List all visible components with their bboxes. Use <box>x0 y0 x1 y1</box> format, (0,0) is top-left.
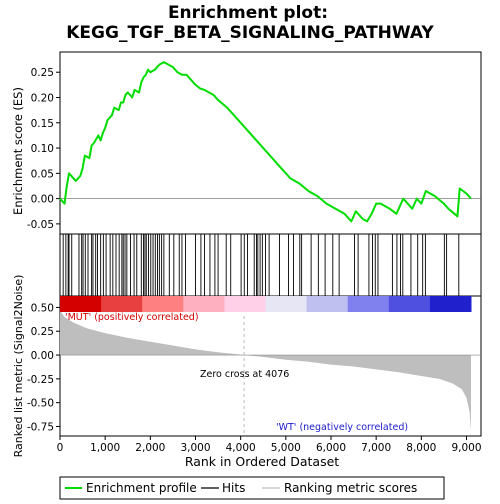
x-tick-label: 4,000 <box>226 442 256 454</box>
x-tick-label: 6,000 <box>316 442 346 454</box>
metric-y-axis: -0.75 -0.50 -0.25 0.00 0.25 0.50 <box>27 302 60 433</box>
color-bar-segment <box>183 296 225 312</box>
zero-cross-label: Zero cross at 4076 <box>200 369 289 380</box>
color-bar-segment <box>348 296 390 312</box>
x-tick-label: 7,000 <box>361 442 391 454</box>
legend-label-enrichment: Enrichment profile <box>86 481 197 495</box>
x-axis-label: Rank in Ordered Dataset <box>185 454 339 469</box>
metric-y-tick-label: 0.25 <box>31 326 54 338</box>
color-bar-segment <box>430 296 472 312</box>
color-bar-segment <box>389 296 431 312</box>
metric-y-tick-label: -0.25 <box>27 374 54 386</box>
color-bar-segment <box>266 296 308 312</box>
negative-correlation-label: 'WT' (negatively correlated) <box>276 422 408 433</box>
legend-label-hits: Hits <box>222 481 245 495</box>
es-y-tick-label: 0.00 <box>31 194 54 206</box>
color-bar-segment <box>307 296 349 312</box>
es-y-tick-label: 0.20 <box>31 93 54 105</box>
metric-y-tick-label: 0.50 <box>31 302 54 314</box>
hit-lines <box>63 234 459 296</box>
positive-correlation-label: 'MUT' (positively correlated) <box>65 312 199 323</box>
color-bar-segment <box>60 296 102 312</box>
x-tick-label: 3,000 <box>180 442 210 454</box>
es-y-tick-label: 0.15 <box>31 118 54 130</box>
x-axis: 0 1,000 2,000 3,000 4,000 5,000 6,000 7,000 8,00… <box>57 436 482 454</box>
es-y-tick-label: -0.05 <box>27 219 54 231</box>
x-tick-label: 1,000 <box>90 442 120 454</box>
color-bar-segment <box>224 296 266 312</box>
metric-y-tick-label: -0.50 <box>27 398 54 410</box>
es-y-tick-label: 0.05 <box>31 168 54 180</box>
chart-title-line2: KEGG_TGF_BETA_SIGNALING_PATHWAY <box>66 23 434 43</box>
color-bar-segment <box>101 296 143 312</box>
x-tick-label: 2,000 <box>135 442 165 454</box>
enrichment-profile-line <box>60 62 471 221</box>
x-tick-label: 9,000 <box>451 442 481 454</box>
metric-y-tick-label: -0.75 <box>27 421 54 433</box>
legend-label-ranking: Ranking metric scores <box>284 481 417 495</box>
enrichment-profile-polyline <box>60 62 471 221</box>
es-y-tick-label: 0.25 <box>31 67 54 79</box>
metric-y-axis-label: Ranked list metric (Signal2Noise) <box>12 275 25 458</box>
rank-color-bar <box>60 296 472 312</box>
x-tick-label: 0 <box>57 442 64 454</box>
x-tick-label: 8,000 <box>406 442 436 454</box>
chart-title-line1: Enrichment plot: <box>168 3 328 23</box>
x-tick-label: 5,000 <box>271 442 301 454</box>
metric-y-tick-label: 0.00 <box>31 350 54 362</box>
es-y-axis-label: Enrichment score (ES) <box>11 87 25 215</box>
es-y-tick-label: 0.10 <box>31 143 54 155</box>
color-bar-segment <box>142 296 184 312</box>
es-panel <box>60 52 481 234</box>
